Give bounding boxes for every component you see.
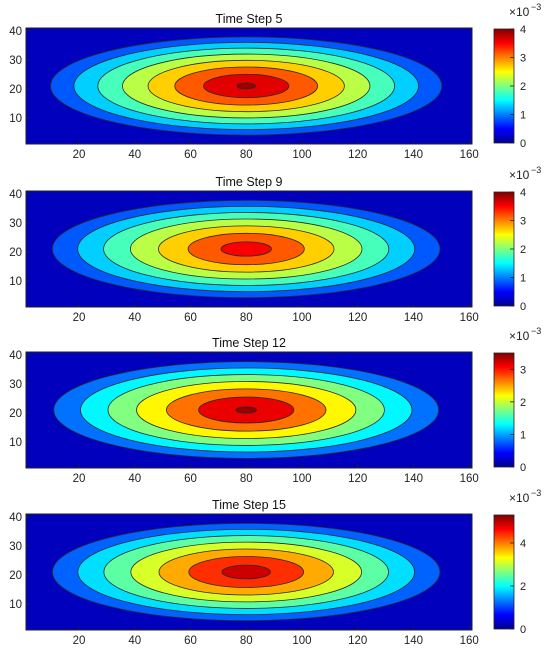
colorbar-tick-label: 3: [520, 53, 526, 65]
chart-title: Time Step 12: [212, 336, 286, 350]
x-tick-label: 100: [292, 149, 311, 161]
colorbar-tick-label: 0: [520, 301, 526, 313]
colorbar-exponent: −3: [531, 488, 541, 498]
colorbar-multiplier: ×10: [509, 329, 530, 343]
x-tick-label: 40: [128, 473, 141, 485]
plot-frame: [25, 351, 473, 469]
colorbar-tick-label: 0: [520, 138, 526, 150]
x-tick-label: 40: [128, 149, 141, 161]
y-tick-label: 20: [9, 247, 22, 259]
x-tick-label: 140: [404, 312, 423, 324]
x-tick-label: 140: [404, 473, 423, 485]
y-tick-label: 10: [9, 276, 22, 288]
x-tick-label: 160: [460, 635, 479, 647]
colorbar: [493, 352, 515, 468]
colorbar-tick-label: 2: [520, 81, 526, 93]
chart-title: Time Step 15: [212, 498, 286, 512]
contour-band: [235, 406, 258, 414]
colorbar-tick-label: 4: [520, 538, 526, 550]
colorbar-tick-label: 4: [520, 187, 526, 199]
y-tick-label: 30: [9, 55, 22, 67]
colorbar-exponent: −3: [531, 326, 541, 336]
colorbar-tick-label: 0: [520, 624, 526, 636]
colorbar: [493, 514, 515, 630]
x-tick-label: 80: [240, 635, 253, 647]
x-tick-label: 60: [184, 149, 197, 161]
heatmap-panel-2: Time Step 9 20 40 60 80 100 120 140 160 10 20 30 40 0…: [9, 165, 541, 324]
y-tick-label: 40: [9, 26, 22, 38]
x-tick-label: 120: [348, 473, 367, 485]
y-tick-label: 30: [9, 379, 22, 391]
x-tick-label: 120: [348, 149, 367, 161]
colorbar-tick-label: 1: [520, 429, 526, 441]
colorbar-multiplier: ×10: [509, 5, 530, 19]
colorbar-tick-label: 2: [520, 397, 526, 409]
x-tick-label: 160: [460, 473, 479, 485]
y-tick-label: 10: [9, 599, 22, 611]
y-tick-label: 20: [9, 84, 22, 96]
contour-band: [221, 564, 271, 580]
x-tick-label: 120: [348, 635, 367, 647]
colorbar-tick-label: 2: [520, 581, 526, 593]
colorbar-multiplier: ×10: [509, 491, 530, 505]
colorbar-tick-label: 0: [520, 462, 526, 474]
chart-title: Time Step 5: [216, 12, 283, 26]
y-tick-label: 30: [9, 541, 22, 553]
colorbar-tick-label: 1: [520, 273, 526, 285]
x-tick-label: 40: [128, 635, 141, 647]
x-tick-label: 60: [184, 473, 197, 485]
colorbar-multiplier: ×10: [509, 168, 530, 182]
colorbar-tick-label: 2: [520, 244, 526, 256]
x-tick-label: 60: [184, 635, 197, 647]
x-tick-label: 40: [128, 312, 141, 324]
heatmap-panel-1: Time Step 5 20 40 60 80 100 120 140 160 10 20 30 40 0…: [9, 2, 541, 161]
x-tick-label: 20: [73, 149, 86, 161]
plot-frame: [25, 513, 473, 631]
y-tick-label: 20: [9, 570, 22, 582]
plot-frame: [25, 27, 473, 145]
x-tick-label: 80: [240, 473, 253, 485]
y-tick-label: 40: [9, 350, 22, 362]
x-tick-label: 100: [292, 312, 311, 324]
contour-band: [236, 82, 256, 90]
chart-title: Time Step 9: [216, 175, 283, 189]
x-tick-label: 20: [73, 473, 86, 485]
y-tick-label: 20: [9, 408, 22, 420]
x-tick-label: 100: [292, 635, 311, 647]
x-tick-label: 60: [184, 312, 197, 324]
x-tick-label: 160: [460, 312, 479, 324]
colorbar-tick-label: 1: [520, 110, 526, 122]
colorbar-tick-label: 3: [520, 216, 526, 228]
x-tick-label: 100: [292, 473, 311, 485]
contour-band: [220, 241, 272, 257]
x-tick-label: 20: [73, 635, 86, 647]
x-tick-label: 20: [73, 312, 86, 324]
colorbar-tick-label: 4: [520, 24, 526, 36]
plot-frame: [25, 190, 473, 308]
x-tick-label: 80: [240, 149, 253, 161]
y-tick-label: 30: [9, 218, 22, 230]
x-tick-label: 120: [348, 312, 367, 324]
x-tick-label: 140: [404, 149, 423, 161]
y-tick-label: 10: [9, 113, 22, 125]
colorbar-exponent: −3: [531, 2, 541, 12]
y-tick-label: 10: [9, 437, 22, 449]
colorbar-exponent: −3: [531, 165, 541, 175]
y-tick-label: 40: [9, 512, 22, 524]
colorbar-tick-label: 3: [520, 364, 526, 376]
x-tick-label: 160: [460, 149, 479, 161]
x-tick-label: 140: [404, 635, 423, 647]
x-tick-label: 80: [240, 312, 253, 324]
y-tick-label: 40: [9, 189, 22, 201]
